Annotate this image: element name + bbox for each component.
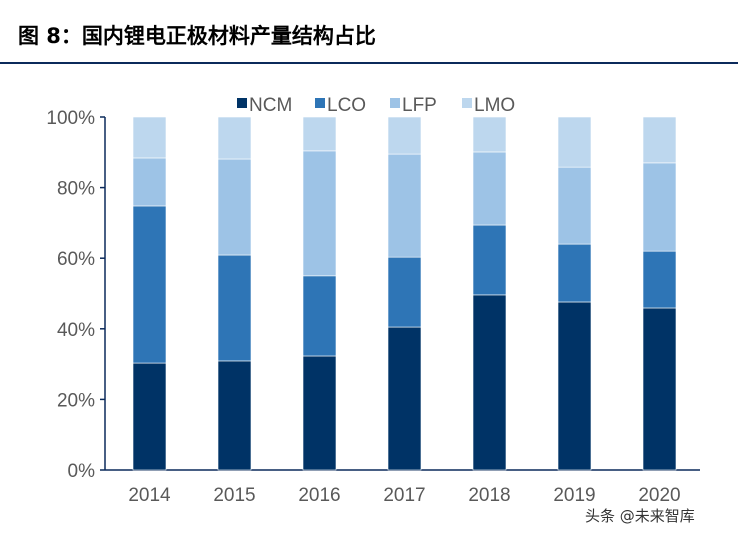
legend-label-lmo: LMO (474, 95, 515, 116)
legend-label-lfp: LFP (402, 95, 437, 116)
bar-lfp-2014 (132, 157, 167, 207)
bar-lco-2019 (557, 243, 592, 303)
x-tick-label: 2017 (383, 485, 425, 506)
bar-lmo-2016 (302, 116, 337, 152)
watermark: 头条 @未来智库 (585, 507, 695, 525)
legend-label-ncm: NCM (249, 95, 292, 116)
bar-lco-2018 (472, 224, 507, 296)
x-tick-label: 2014 (128, 485, 171, 506)
y-tick-label: 0% (68, 461, 96, 482)
bar-ncm-2014 (132, 362, 167, 471)
legend-swatch-ncm (237, 98, 247, 108)
legend-swatch-lmo (462, 98, 472, 108)
y-tick-label: 100% (46, 108, 95, 129)
bar-ncm-2019 (557, 301, 592, 471)
legend-swatch-lco (315, 98, 325, 108)
bar-lmo-2015 (217, 116, 252, 160)
figure-title: 图 8：国内锂电正极材料产量结构占比 (18, 24, 376, 48)
x-tick-label: 2018 (468, 485, 510, 506)
y-tick-label: 80% (57, 179, 95, 200)
x-tick-label: 2015 (213, 485, 255, 506)
bar-lco-2016 (302, 275, 337, 357)
bar-ncm-2018 (472, 294, 507, 471)
bar-lmo-2017 (387, 116, 422, 155)
bar-lmo-2020 (642, 116, 677, 164)
bar-ncm-2020 (642, 307, 677, 471)
bar-lmo-2018 (472, 116, 507, 153)
bar-lmo-2014 (132, 116, 167, 159)
bar-ncm-2015 (217, 360, 252, 471)
x-tick-label: 2016 (298, 485, 340, 506)
bar-lco-2017 (387, 256, 422, 328)
bar-lfp-2019 (557, 166, 592, 245)
bar-ncm-2017 (387, 326, 422, 471)
y-tick-label: 60% (57, 249, 95, 270)
bar-lmo-2019 (557, 116, 592, 168)
bar-lco-2020 (642, 250, 677, 309)
bar-ncm-2016 (302, 355, 337, 471)
bar-lco-2015 (217, 254, 252, 362)
legend-label-lco: LCO (327, 95, 366, 116)
bar-lfp-2018 (472, 151, 507, 226)
bar-lfp-2017 (387, 153, 422, 258)
bar-lfp-2020 (642, 162, 677, 252)
y-tick-label: 40% (57, 320, 95, 341)
bar-lfp-2015 (217, 158, 252, 256)
legend-swatch-lfp (390, 98, 400, 108)
x-tick-label: 2020 (638, 485, 680, 506)
bar-lfp-2016 (302, 150, 337, 277)
title-divider (0, 62, 738, 64)
bar-lco-2014 (132, 205, 167, 364)
y-tick-label: 20% (57, 390, 95, 411)
x-tick-label: 2019 (553, 485, 595, 506)
